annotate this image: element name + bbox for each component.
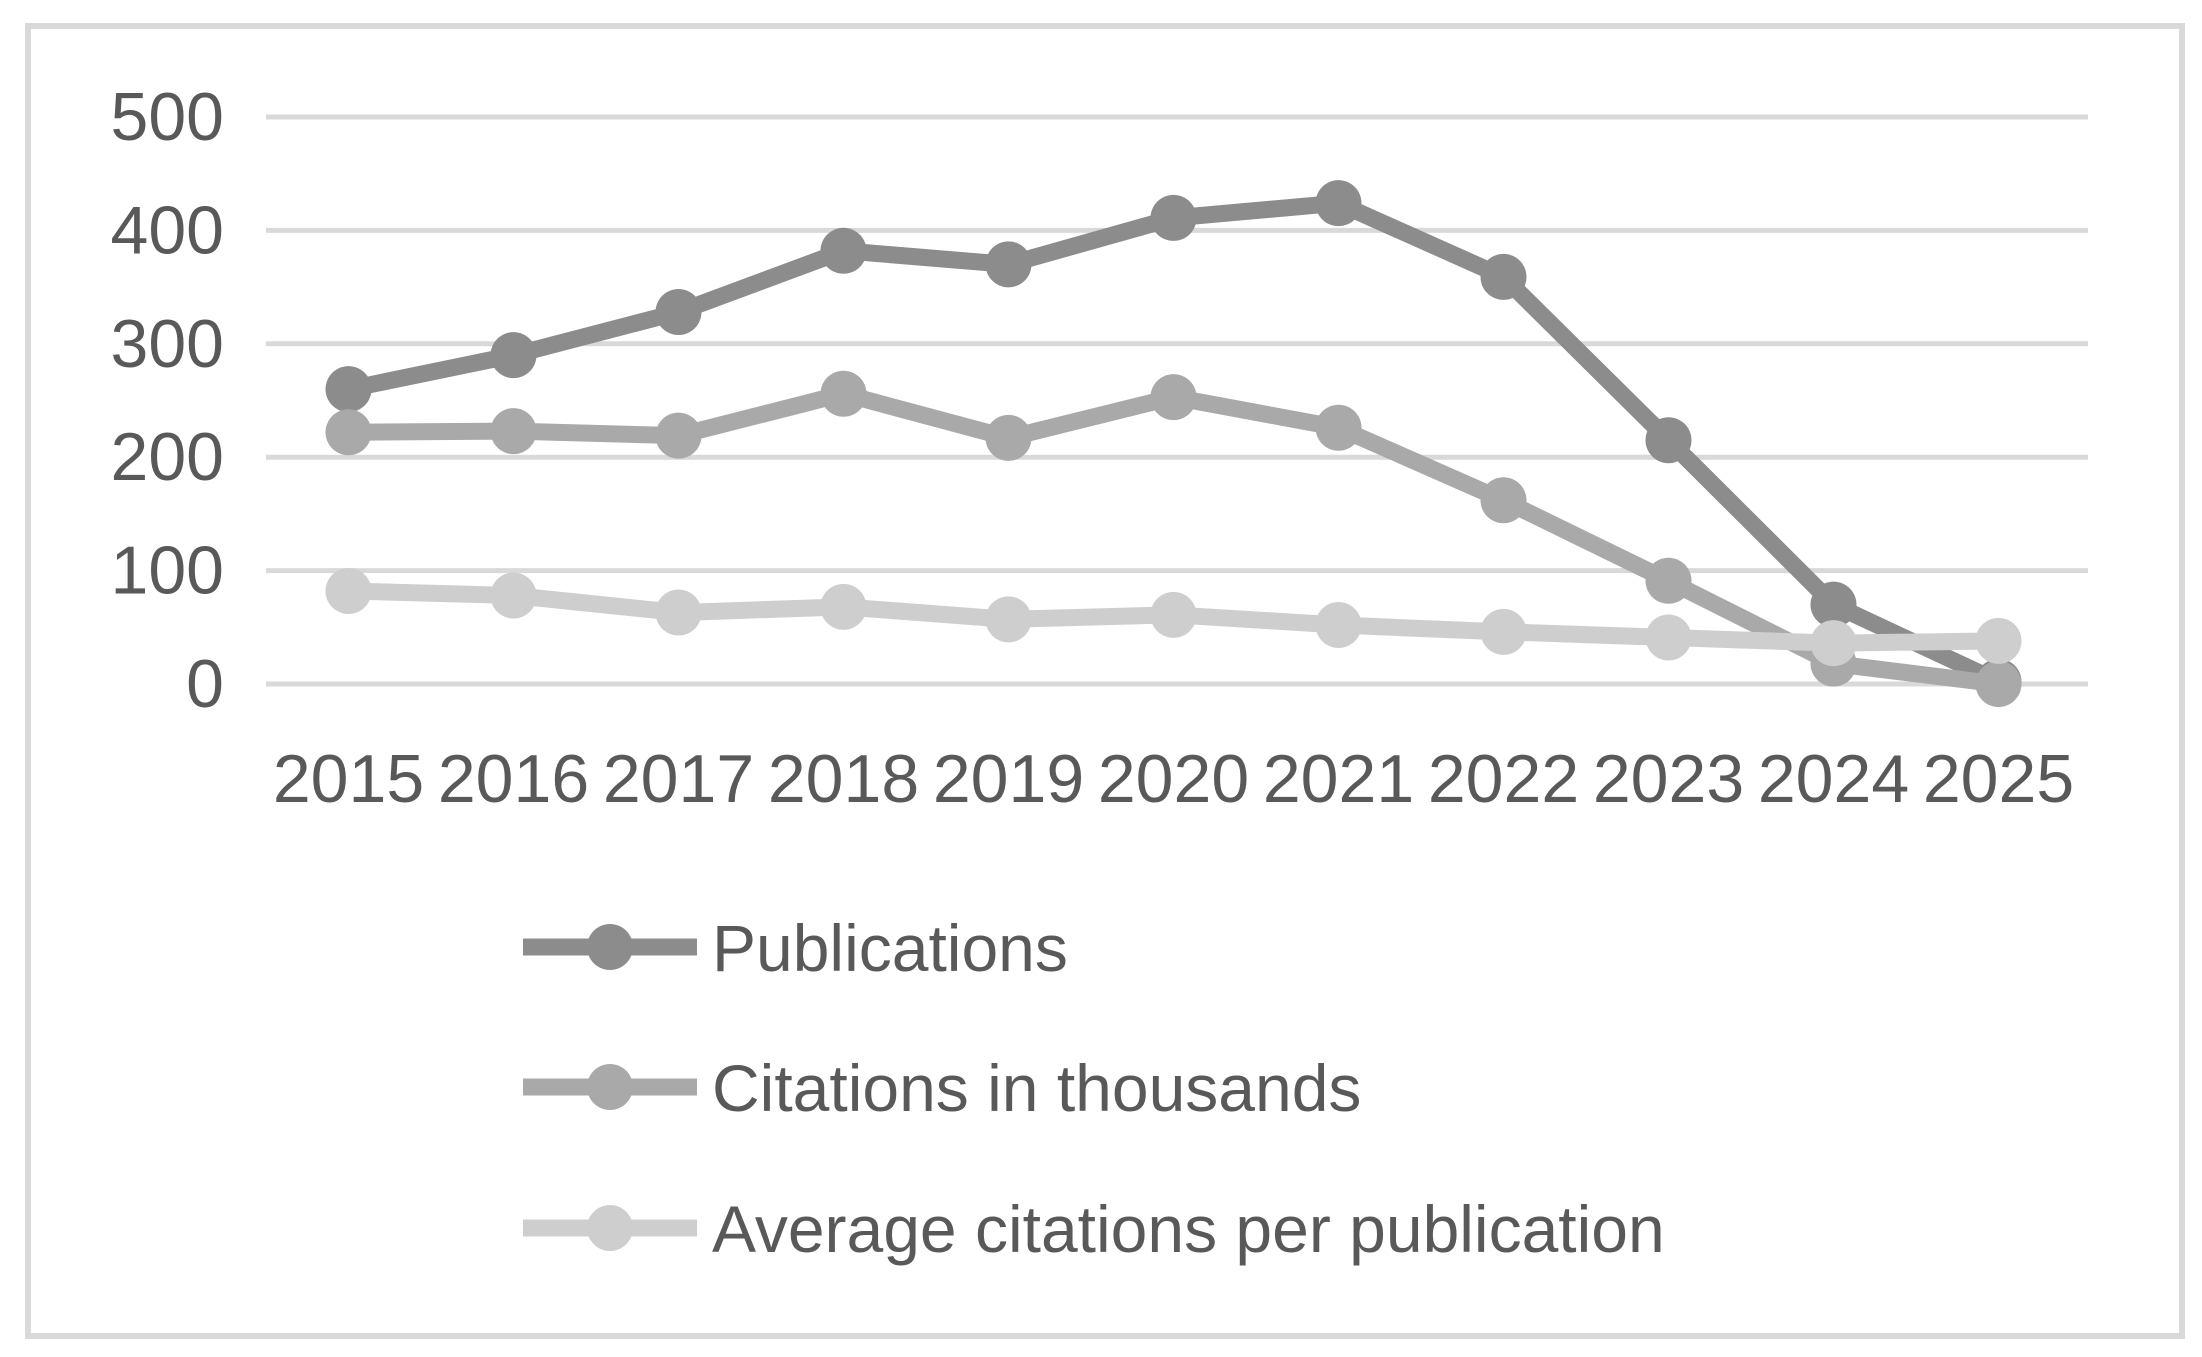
data-point-2018 <box>820 227 867 274</box>
data-point-2020 <box>1150 194 1197 241</box>
data-point-2015 <box>325 568 372 615</box>
y-tick-label-300: 300 <box>111 306 224 382</box>
y-axis-labels: 0 100 200 300 400 500 <box>111 79 224 722</box>
data-point-2018 <box>820 583 867 630</box>
chart-frame <box>25 23 2185 1339</box>
x-tick-label-2023: 2023 <box>1593 741 1744 817</box>
data-point-2019 <box>985 414 1032 461</box>
data-point-2016 <box>490 572 537 619</box>
legend-marker-circle <box>587 924 633 970</box>
x-tick-label-2015: 2015 <box>273 741 424 817</box>
y-tick-label-200: 200 <box>111 419 224 495</box>
legend-label: Publications <box>712 911 1068 985</box>
data-point-2023 <box>1645 557 1692 604</box>
y-tick-label-0: 0 <box>186 646 224 722</box>
data-point-2017 <box>655 412 702 459</box>
data-point-2025 <box>1975 661 2022 707</box>
series-lines <box>325 180 2022 707</box>
data-point-2020 <box>1150 591 1197 638</box>
x-tick-label-2020: 2020 <box>1098 741 1249 817</box>
data-point-2016 <box>490 332 537 379</box>
data-point-2024 <box>1810 581 1857 628</box>
data-point-2023 <box>1645 417 1692 464</box>
x-tick-label-2017: 2017 <box>603 741 754 817</box>
data-point-2018 <box>820 370 867 417</box>
legend: Publications Citations in thousands Averag… <box>523 911 1665 1266</box>
data-point-2022 <box>1480 253 1527 300</box>
x-tick-label-2021: 2021 <box>1263 741 1414 817</box>
y-tick-label-100: 100 <box>111 533 224 609</box>
data-point-2015 <box>325 366 372 413</box>
x-tick-label-2022: 2022 <box>1428 741 1579 817</box>
x-axis-labels: 2015 2016 2017 2018 2019 2020 2021 2022 2023 2024… <box>273 741 2074 817</box>
data-point-2019 <box>985 241 1032 288</box>
data-point-2024 <box>1810 620 1857 667</box>
data-point-2016 <box>490 408 537 455</box>
x-tick-label-2025: 2025 <box>1923 741 2074 817</box>
data-point-2015 <box>325 409 372 456</box>
data-point-2019 <box>985 596 1032 643</box>
legend-label: Average citations per publication <box>712 1192 1665 1266</box>
data-point-2017 <box>655 589 702 636</box>
legend-marker-circle <box>587 1064 633 1110</box>
data-point-2022 <box>1480 608 1527 655</box>
legend-label: Citations in thousands <box>712 1051 1361 1125</box>
legend-item-citations-in-thousands: Citations in thousands <box>523 1051 1361 1125</box>
y-tick-label-400: 400 <box>111 192 224 268</box>
legend-item-average-citations-per-publication: Average citations per publication <box>523 1192 1665 1266</box>
data-point-2021 <box>1315 404 1362 451</box>
chart-border <box>25 23 2185 1339</box>
data-point-2021 <box>1315 180 1362 227</box>
x-tick-label-2018: 2018 <box>768 741 919 817</box>
y-tick-label-500: 500 <box>111 79 224 155</box>
x-tick-label-2019: 2019 <box>933 741 1084 817</box>
data-point-2022 <box>1480 477 1527 524</box>
data-point-2021 <box>1315 602 1362 649</box>
legend-item-publications: Publications <box>523 911 1068 985</box>
legend-marker-circle <box>587 1205 633 1251</box>
data-point-2020 <box>1150 374 1197 421</box>
x-tick-label-2024: 2024 <box>1758 741 1909 817</box>
data-point-2023 <box>1645 614 1692 661</box>
series-citations-in-thousands <box>325 370 2022 707</box>
data-point-2025 <box>1975 617 2022 664</box>
x-tick-label-2016: 2016 <box>438 741 589 817</box>
series-average-citations-per-publication <box>325 568 2022 667</box>
data-point-2017 <box>655 289 702 336</box>
